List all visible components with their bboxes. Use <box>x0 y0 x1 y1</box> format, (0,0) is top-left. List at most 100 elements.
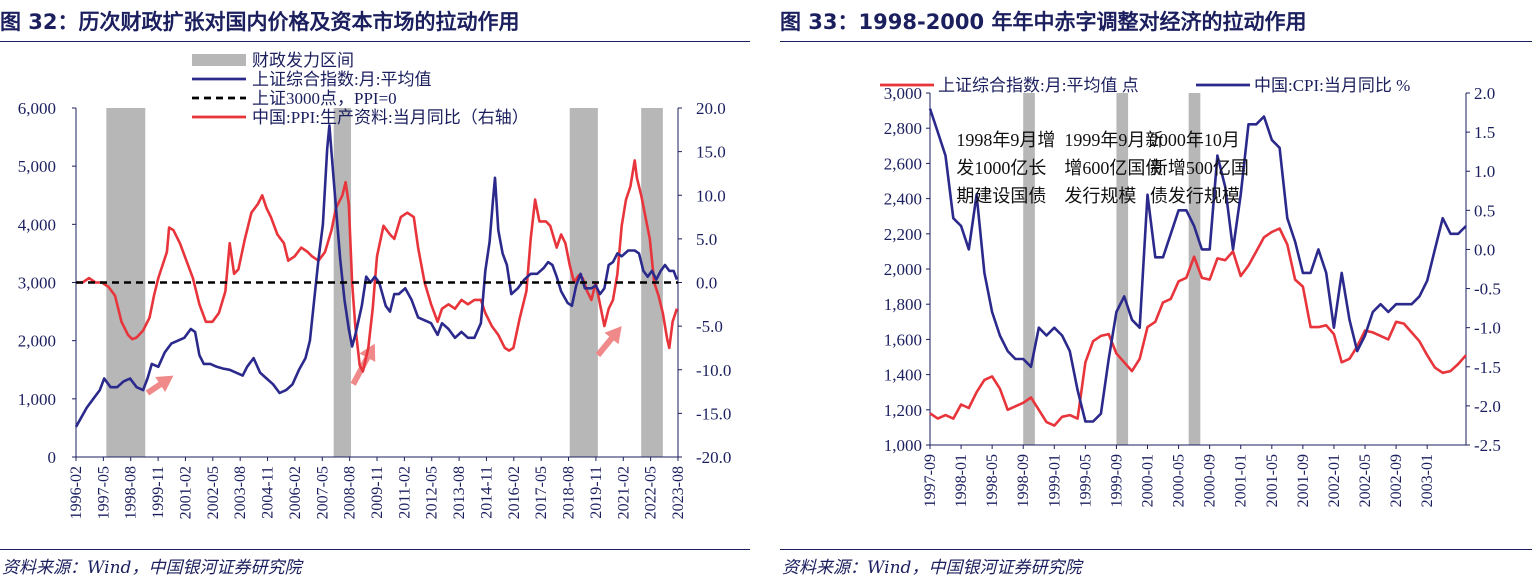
arrow-head <box>604 326 622 345</box>
y-left-tick-label: 1,000 <box>884 436 922 455</box>
x-tick-label: 2000-09 <box>1202 454 1219 507</box>
y-left-tick-label: 4,000 <box>18 215 56 234</box>
y-left-tick-label: 5,000 <box>18 157 56 176</box>
annotation-1-line-2: 发行规模 <box>1064 186 1136 206</box>
x-tick-label: 1999-01 <box>1046 454 1063 507</box>
y-right-tick-label: -1.0 <box>1474 319 1501 338</box>
x-tick-label: 2021-02 <box>615 466 632 519</box>
right-title-rule <box>780 41 1532 42</box>
y-left-tick-label: 2,600 <box>884 154 922 173</box>
y-right-tick-label: 5.0 <box>696 230 717 249</box>
x-tick-label: 1997-09 <box>922 454 939 507</box>
y-right-tick-label: -20.0 <box>696 448 731 467</box>
legend-swatch-shaded <box>192 54 246 66</box>
x-tick-label: 2001-09 <box>1295 454 1312 507</box>
left-source: 资料来源：Wind，中国银河证券研究院 <box>2 558 302 578</box>
x-tick-label: 2016-02 <box>506 466 523 519</box>
x-tick-label: 2022-05 <box>643 466 660 519</box>
x-tick-label: 2001-05 <box>1264 454 1281 507</box>
y-right-tick-label: 1.0 <box>1474 162 1495 181</box>
y-left-tick-label: 2,800 <box>884 119 922 138</box>
x-tick-label: 2000-01 <box>1140 454 1157 507</box>
y-right-tick-label: 0.0 <box>1474 240 1495 259</box>
y-left-tick-label: 1,600 <box>884 330 922 349</box>
legend-label: 上证综合指数:月:平均值 <box>252 70 431 89</box>
x-tick-label: 2002-05 <box>205 466 222 519</box>
y-right-tick-label: -15.0 <box>696 404 731 423</box>
x-tick-label: 1998-05 <box>984 454 1001 507</box>
y-right-tick-label: -2.0 <box>1474 397 1501 416</box>
series-line-sse <box>74 124 679 428</box>
y-left-tick-label: 3,000 <box>18 274 56 293</box>
series-line-sse <box>929 227 1467 427</box>
y-left-tick-label: 6,000 <box>18 99 56 118</box>
legend-label: 财政发力区间 <box>252 51 354 70</box>
y-left-tick-label: 2,000 <box>18 332 56 351</box>
x-tick-label: 2002-01 <box>1326 454 1343 507</box>
x-tick-label: 2009-11 <box>369 466 386 519</box>
x-tick-label: 2017-05 <box>533 466 550 519</box>
annotation-0-line-1: 发1000亿长 <box>956 158 1046 178</box>
y-right-tick-label: -2.5 <box>1474 436 1501 455</box>
shaded-period-0 <box>1023 93 1035 445</box>
y-right-tick-label: 15.0 <box>696 143 726 162</box>
x-tick-label: 2006-02 <box>287 466 304 519</box>
left-chart-title: 图 32：历次财政扩张对国内价格及资本市场的拉动作用 <box>0 10 520 34</box>
arrow-shaft <box>595 333 617 358</box>
x-tick-label: 1998-09 <box>1015 454 1032 507</box>
annotation-2-line-1: 新增500亿国 <box>1150 158 1249 178</box>
y-left-tick-label: 2,200 <box>884 225 922 244</box>
y-right-tick-label: 10.0 <box>696 186 726 205</box>
y-left-tick-label: 2,000 <box>884 260 922 279</box>
series-line-cpi <box>928 108 1467 423</box>
left-chart: 0 1,000 2,000 3,000 4,000 5,000 6,000 -20.0 -15.… <box>18 51 732 519</box>
x-tick-label: 2018-08 <box>561 466 578 519</box>
y-right-tick-label: -10.0 <box>696 361 731 380</box>
x-tick-label: 2000-05 <box>1171 454 1188 507</box>
y-left-tick-label: 3,000 <box>884 84 922 103</box>
y-left-tick-label: 1,200 <box>884 401 922 420</box>
x-tick-label: 2019-11 <box>588 466 605 519</box>
y-left-tick-label: 1,000 <box>18 390 56 409</box>
x-tick-label: 2014-11 <box>478 466 495 519</box>
legend-label: 中国:PPI:生产资料:当月同比（右轴） <box>252 108 529 127</box>
legend-label-sse: 上证综合指数:月:平均值 点 <box>938 76 1139 95</box>
legend-label-cpi: 中国:CPI:当月同比 % <box>1254 76 1410 95</box>
legend-label: 上证3000点，PPI=0 <box>252 89 397 108</box>
x-tick-label: 1999-11 <box>150 466 167 519</box>
x-tick-label: 2008-08 <box>342 466 359 519</box>
right-chart-title: 图 33：1998-2000 年年中赤字调整对经济的拉动作用 <box>780 10 1307 34</box>
x-tick-label: 1999-05 <box>1077 454 1094 507</box>
y-right-tick-label: -1.5 <box>1474 358 1501 377</box>
left-title-rule <box>0 41 750 42</box>
x-tick-label: 2002-09 <box>1388 454 1405 507</box>
annotation-2-line-0: 2000年10月 <box>1150 130 1240 150</box>
x-tick-label: 2012-05 <box>424 466 441 519</box>
y-right-tick-label: 0.0 <box>696 274 717 293</box>
x-tick-label: 2004-11 <box>260 466 277 519</box>
arrow-head <box>359 343 376 362</box>
left-panel: 图 32：历次财政扩张对国内价格及资本市场的拉动作用 0 1,000 2,000 3,… <box>0 0 752 583</box>
x-tick-label: 1998-01 <box>953 454 970 507</box>
y-right-tick-label: 0.5 <box>1474 201 1495 220</box>
y-right-tick-label: -0.5 <box>1474 280 1501 299</box>
y-right-tick-label: 1.5 <box>1474 123 1495 142</box>
trend-arrow-2 <box>595 326 622 358</box>
left-source-rule <box>0 549 750 550</box>
x-tick-label: 2002-05 <box>1357 454 1374 507</box>
x-tick-label: 2001-02 <box>177 466 194 519</box>
annotation-1-line-1: 增600亿国债 <box>1064 158 1163 178</box>
y-right-tick-label: 20.0 <box>696 99 726 118</box>
shaded-period-1 <box>1116 93 1129 445</box>
y-left-tick-label: 1,800 <box>884 295 922 314</box>
x-tick-label: 2003-08 <box>232 466 249 519</box>
x-tick-label: 1996-02 <box>68 466 85 519</box>
y-right-tick-label: -5.0 <box>696 317 723 336</box>
x-tick-label: 2007-05 <box>314 466 331 519</box>
y-left-tick-label: 1,400 <box>884 366 922 385</box>
series-line-ppi <box>76 159 679 373</box>
annotation-0-line-0: 1998年9月增 <box>956 130 1055 150</box>
right-source: 资料来源：Wind，中国银河证券研究院 <box>782 558 1082 578</box>
x-tick-label: 1997-05 <box>95 466 112 519</box>
y-left-tick-label: 2,400 <box>884 190 922 209</box>
